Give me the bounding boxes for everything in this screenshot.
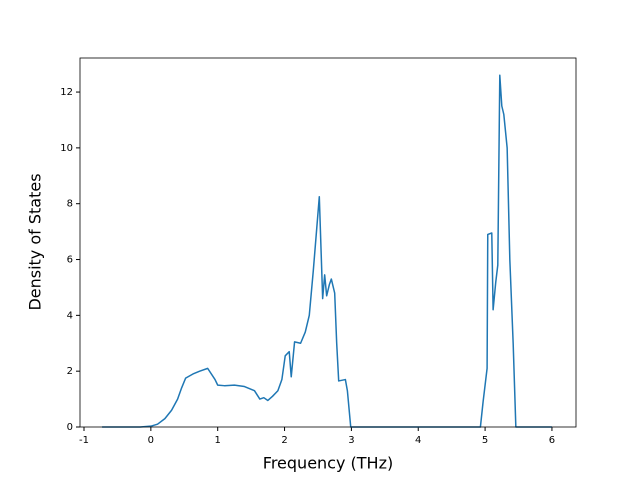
- x-tick-label: 0: [148, 435, 154, 446]
- x-tick-label: 3: [348, 435, 354, 446]
- x-axis-label: Frequency (THz): [263, 454, 393, 473]
- x-tick-label: -1: [79, 435, 89, 446]
- y-tick-label: 6: [67, 255, 73, 266]
- x-tick-label: 5: [482, 435, 488, 446]
- data-line: [102, 74, 552, 428]
- y-tick-label: 4: [67, 310, 73, 321]
- y-tick-label: 2: [67, 366, 73, 377]
- x-tick-label: 6: [549, 435, 555, 446]
- y-tick-label: 8: [67, 199, 73, 210]
- y-tick-label: 12: [60, 87, 73, 98]
- y-tick-label: 0: [67, 422, 73, 433]
- y-tick-label: 10: [60, 143, 73, 154]
- y-axis-label: Density of States: [26, 173, 45, 310]
- x-tick-label: 4: [415, 435, 421, 446]
- x-tick-label: 1: [215, 435, 221, 446]
- x-tick-label: 2: [281, 435, 287, 446]
- plot-frame: [79, 57, 577, 428]
